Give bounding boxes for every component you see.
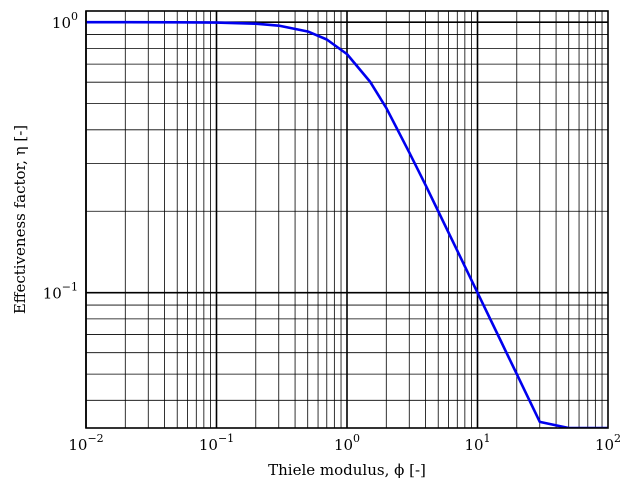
x-tick-label: 10−1	[199, 432, 234, 454]
series-layer	[86, 20, 608, 428]
x-tick-label: 100	[334, 432, 360, 454]
y-tick-labels: 10−1 100	[43, 10, 78, 302]
x-tick-labels: 10−2 10−1 100 101 102	[68, 432, 620, 454]
x-tick-label: 102	[595, 432, 620, 454]
plot-frame	[85, 10, 609, 429]
grid	[85, 11, 608, 428]
x-tick-label: 101	[464, 432, 490, 454]
y-tick-label: 100	[52, 10, 78, 32]
x-tick-label: 10−2	[68, 432, 103, 454]
x-axis-label: Thiele modulus, ϕ [-]	[268, 461, 426, 479]
series-line	[86, 20, 608, 428]
y-axis-label: Effectiveness factor, η [-]	[11, 125, 29, 314]
y-tick-label: 10−1	[43, 281, 78, 303]
